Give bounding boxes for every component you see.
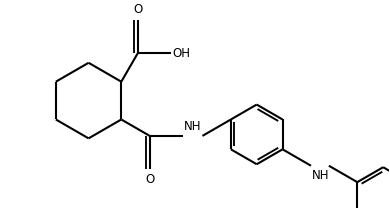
Text: NH: NH — [184, 120, 201, 133]
Text: O: O — [133, 4, 142, 16]
Text: OH: OH — [172, 47, 191, 60]
Text: NH: NH — [312, 169, 330, 182]
Text: O: O — [145, 173, 154, 186]
